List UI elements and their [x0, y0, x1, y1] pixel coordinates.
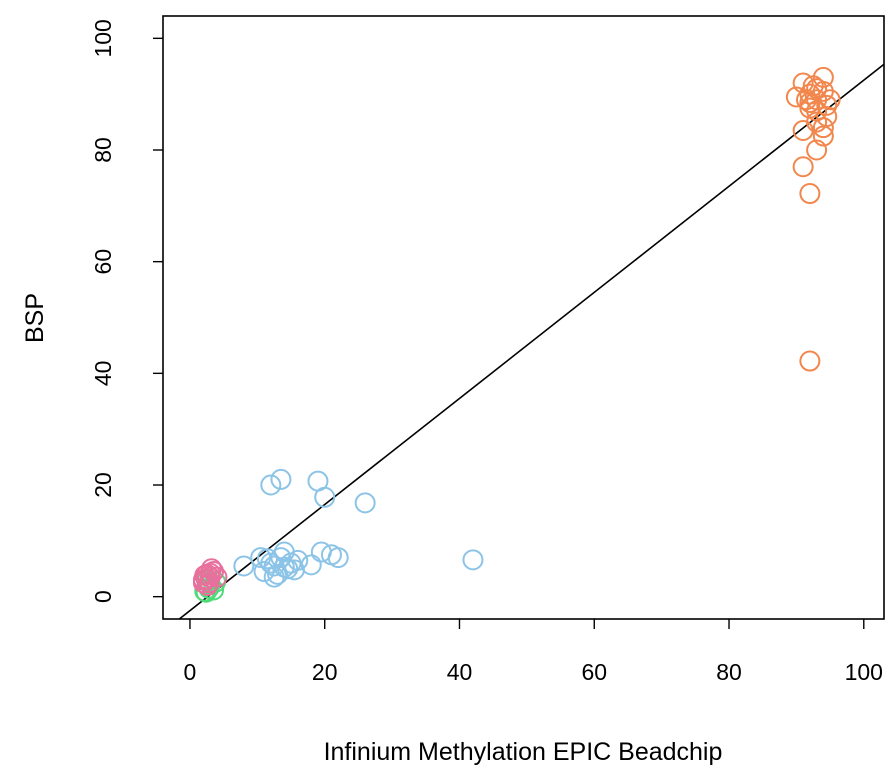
x-tick-label-0: 0	[184, 659, 197, 685]
x-tick-label-4: 80	[716, 659, 742, 685]
point-s0-13	[812, 117, 834, 139]
point-s0-17	[792, 156, 814, 178]
x-axis: 0 20 40 60 80 100	[184, 619, 883, 685]
point-s1-12	[270, 547, 292, 569]
point-s0-0	[792, 72, 814, 94]
y-tick-label-3: 60	[90, 249, 116, 275]
point-s1-19	[300, 554, 322, 576]
x-tick-label-1: 20	[312, 659, 338, 685]
y-tick-label-5: 100	[90, 19, 116, 57]
reference-line	[178, 63, 885, 620]
point-s0-8	[819, 89, 841, 111]
x-tick-label-2: 40	[447, 659, 473, 685]
point-s3-10	[199, 562, 221, 584]
point-s0-14	[812, 125, 834, 147]
x-tick-label-5: 100	[845, 659, 883, 685]
x-axis-title: Infinium Methylation EPIC Beadchip	[324, 738, 723, 766]
y-tick-label-1: 20	[90, 472, 116, 498]
point-s0-16	[806, 139, 828, 161]
data-points	[192, 66, 841, 603]
point-s0-19	[799, 350, 821, 372]
point-s1-0	[260, 474, 282, 496]
point-s3-11	[195, 568, 217, 590]
y-axis-title: BSP	[21, 293, 49, 343]
point-s1-3	[314, 486, 336, 508]
point-s0-20	[802, 75, 824, 97]
point-s0-18	[799, 183, 821, 205]
point-s0-11	[816, 106, 838, 127]
point-s1-5	[462, 549, 484, 571]
y-tick-label-0: 0	[90, 590, 116, 603]
point-s1-24	[273, 556, 295, 578]
point-s1-22	[327, 547, 349, 569]
y-axis: 0 20 40 60 80 100	[90, 19, 163, 603]
point-s1-23	[256, 548, 278, 570]
point-s1-17	[287, 549, 309, 571]
point-s1-1	[270, 468, 292, 490]
y-tick-label-2: 40	[90, 361, 116, 387]
point-s1-4	[354, 492, 376, 514]
point-s0-15	[792, 119, 814, 141]
point-s0-4	[785, 86, 807, 108]
plot-frame	[162, 15, 885, 620]
x-tick-label-3: 60	[581, 659, 607, 685]
y-tick-label-4: 80	[90, 137, 116, 163]
point-s1-6	[233, 555, 255, 577]
point-s0-22	[799, 92, 821, 114]
point-s0-21	[816, 94, 838, 116]
